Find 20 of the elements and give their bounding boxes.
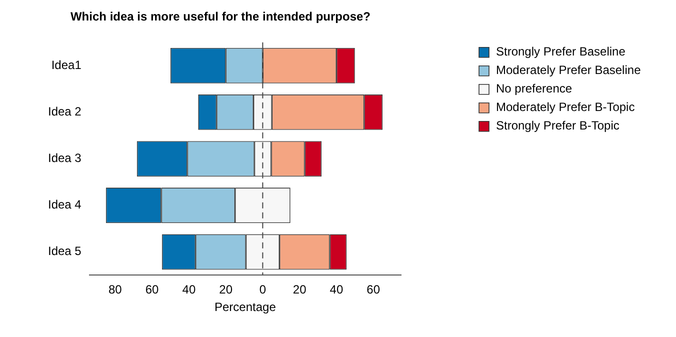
x-tick-label: 20 bbox=[292, 282, 307, 297]
legend-label: Moderately Prefer Baseline bbox=[496, 63, 642, 78]
y-tick-label: Idea 2 bbox=[48, 104, 82, 119]
legend-label: Strongly Prefer B-Topic bbox=[496, 118, 620, 133]
legend-label: Strongly Prefer Baseline bbox=[496, 44, 626, 59]
y-tick-label: Idea1 bbox=[51, 58, 82, 72]
legend-label: Moderately Prefer B-Topic bbox=[496, 100, 635, 114]
x-tick-label: 60 bbox=[145, 282, 160, 297]
y-tick-label: Idea 4 bbox=[48, 198, 82, 212]
chart-title: Which idea is more useful for the intended purpose? bbox=[70, 10, 371, 24]
x-axis-title: Percentage bbox=[214, 300, 276, 314]
x-tick-label: 60 bbox=[366, 282, 380, 297]
x-tick-label: 40 bbox=[330, 282, 344, 297]
x-tick-label: 40 bbox=[182, 282, 196, 297]
legend-label: No preference bbox=[496, 82, 572, 96]
x-tick-label: 0 bbox=[259, 282, 266, 297]
y-tick-label: Idea 5 bbox=[48, 244, 82, 258]
x-tick-label: 20 bbox=[219, 282, 233, 297]
y-tick-label: Idea 3 bbox=[48, 151, 82, 166]
x-tick-label: 80 bbox=[108, 282, 122, 297]
